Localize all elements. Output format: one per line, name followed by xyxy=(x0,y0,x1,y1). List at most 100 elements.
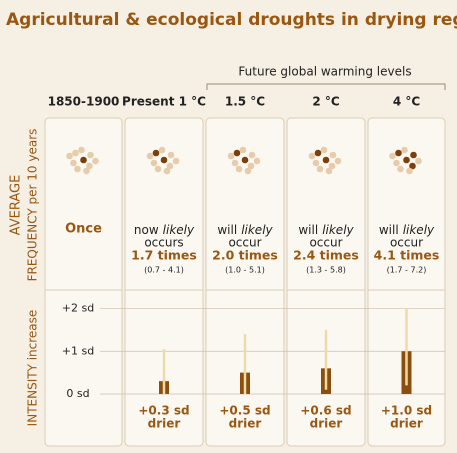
dot xyxy=(167,151,175,159)
dot xyxy=(247,162,255,170)
dot xyxy=(316,165,324,173)
frequency-verb: occur xyxy=(228,236,261,250)
frequency-axis-2: FREQUENCY per 10 years xyxy=(26,129,40,282)
dot xyxy=(410,151,417,159)
dot xyxy=(160,156,168,164)
frequency-prefix: will xyxy=(217,223,237,237)
dot xyxy=(334,157,342,165)
frequency-likely: likely xyxy=(403,223,435,237)
frequency-likely: likely xyxy=(163,223,195,237)
frequency-prefix: now xyxy=(134,223,159,237)
dot xyxy=(406,167,413,175)
column-box xyxy=(124,117,204,447)
dot xyxy=(239,146,247,154)
frequency-prefix: will xyxy=(298,223,318,237)
dot xyxy=(227,152,235,160)
intensity-drier: drier xyxy=(390,417,423,431)
dot xyxy=(83,167,90,175)
dot xyxy=(166,162,174,170)
frequency-likely: likely xyxy=(322,223,354,237)
intensity-axis: INTENSITY increase xyxy=(26,310,40,427)
dot xyxy=(248,151,256,159)
intensity-label: +0.3 sd xyxy=(138,404,189,418)
dot xyxy=(80,156,87,164)
dot xyxy=(233,149,241,157)
column-box xyxy=(44,117,123,447)
title: Agricultural & ecological droughts in dr… xyxy=(6,10,457,30)
dot xyxy=(66,152,73,160)
frequency-times: 2.4 times xyxy=(293,248,359,263)
frequency-times: Once xyxy=(65,222,102,237)
column-label: 1.5 °C xyxy=(225,95,265,109)
dot xyxy=(154,165,162,173)
dot xyxy=(235,165,243,173)
frequency-times: 4.1 times xyxy=(374,248,440,263)
y-tick-label: 0 sd xyxy=(66,387,89,400)
dot xyxy=(395,149,402,157)
dot xyxy=(403,156,410,164)
intensity-label: +1.0 sd xyxy=(381,404,432,418)
y-tick-label: +2 sd xyxy=(62,302,94,315)
frequency-range: (1.3 - 5.8) xyxy=(306,266,346,275)
dot xyxy=(397,165,404,173)
intensity-label: +0.6 sd xyxy=(300,404,351,418)
dot xyxy=(389,152,396,160)
frequency-times: 1.7 times xyxy=(131,248,197,263)
column-box xyxy=(286,117,366,447)
column-box xyxy=(367,117,446,447)
dot xyxy=(86,162,93,170)
dot xyxy=(150,159,158,167)
column-label: 2 °C xyxy=(312,95,340,109)
dot xyxy=(70,159,77,167)
dot xyxy=(87,151,94,159)
column-label: 1850-1900 xyxy=(48,95,120,109)
dot xyxy=(241,156,249,164)
intensity-drier: drier xyxy=(310,417,343,431)
dot xyxy=(312,159,320,167)
dot xyxy=(78,146,85,154)
dot xyxy=(328,162,336,170)
dot xyxy=(72,149,79,157)
dot xyxy=(320,146,328,154)
dot xyxy=(329,151,337,159)
dot xyxy=(74,165,81,173)
frequency-verb: occur xyxy=(309,236,342,250)
dot xyxy=(314,149,322,157)
dot xyxy=(308,152,316,160)
dot xyxy=(172,157,180,165)
frequency-range: (0.7 - 4.1) xyxy=(144,266,184,275)
frequency-verb: occurs xyxy=(144,236,183,250)
dot xyxy=(325,167,333,175)
dot xyxy=(231,159,239,167)
future-label: Future global warming levels xyxy=(238,65,411,79)
dot xyxy=(401,146,408,154)
frequency-range: (1.0 - 5.1) xyxy=(225,266,265,275)
dot xyxy=(244,167,252,175)
column-box xyxy=(205,117,285,447)
dot xyxy=(322,156,330,164)
frequency-times: 2.0 times xyxy=(212,248,278,263)
frequency-line: will likely xyxy=(379,223,435,237)
bracket xyxy=(206,83,446,90)
intensity-label: +0.5 sd xyxy=(219,404,270,418)
frequency-line: now likely xyxy=(134,223,195,237)
dot xyxy=(92,157,99,165)
dot xyxy=(253,157,261,165)
dot xyxy=(152,149,160,157)
column-label: 4 °C xyxy=(393,95,421,109)
dot xyxy=(409,162,416,170)
column-label: Present 1 °C xyxy=(122,95,206,109)
frequency-line: will likely xyxy=(217,223,273,237)
dot xyxy=(415,157,422,165)
dot xyxy=(163,167,171,175)
dot xyxy=(393,159,400,167)
intensity-drier: drier xyxy=(148,417,181,431)
frequency-likely: likely xyxy=(241,223,273,237)
dot xyxy=(146,152,154,160)
frequency-line: will likely xyxy=(298,223,354,237)
content: +2 sd +1 sd 0 sd 1850-1900 Once Present 1 °C n… xyxy=(44,95,446,447)
y-tick-label: +1 sd xyxy=(62,344,94,357)
frequency-axis-1: AVERAGE xyxy=(9,175,24,236)
frequency-range: (1.7 - 7.2) xyxy=(387,266,427,275)
